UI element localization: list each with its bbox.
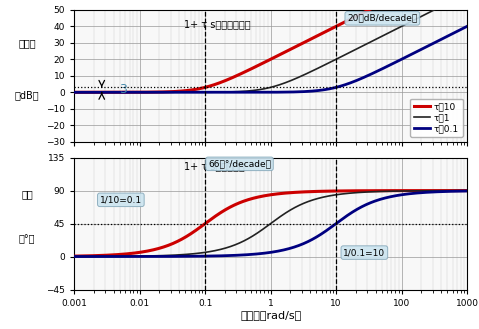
Text: 1+ τ sのゲイン特性: 1+ τ sのゲイン特性 [184, 19, 251, 29]
Text: 1/0.1=10: 1/0.1=10 [343, 248, 386, 257]
Text: ゲイン: ゲイン [18, 38, 36, 48]
Text: （dB）: （dB） [15, 90, 39, 101]
Text: 66（°/decade）: 66（°/decade） [208, 159, 271, 168]
Text: 位相: 位相 [21, 190, 33, 200]
Text: 1/10=0.1: 1/10=0.1 [100, 195, 142, 204]
Text: 1+ τ sの位相特性: 1+ τ sの位相特性 [184, 162, 245, 171]
Text: 20（dB/decade）: 20（dB/decade） [347, 14, 418, 23]
Text: （°）: （°） [19, 234, 35, 244]
Legend: τ＝10, τ＝1, τ＝0.1: τ＝10, τ＝1, τ＝0.1 [411, 98, 463, 137]
X-axis label: 周波数（rad/s）: 周波数（rad/s） [240, 310, 301, 320]
Text: 3: 3 [119, 83, 127, 96]
